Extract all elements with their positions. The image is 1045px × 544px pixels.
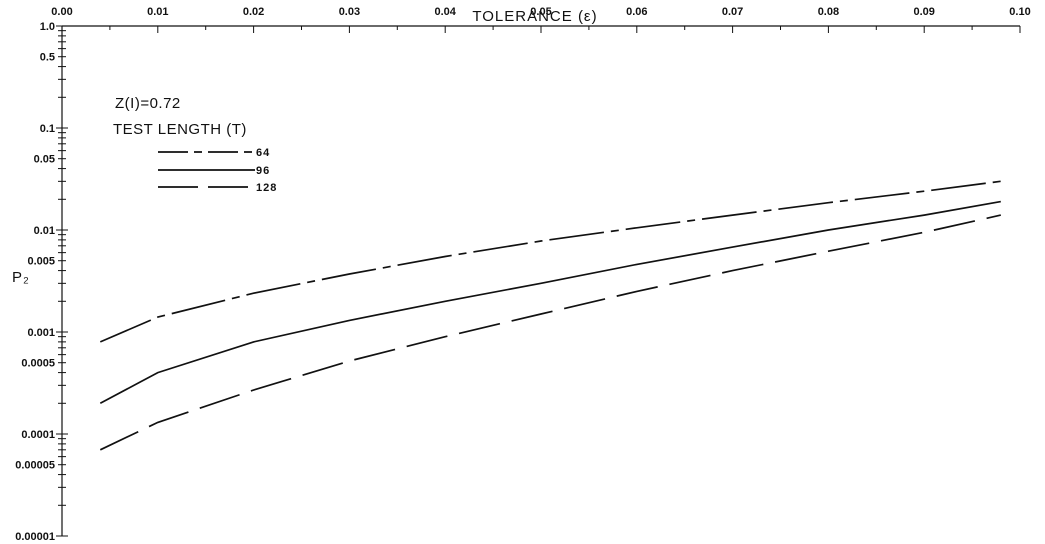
y-axis-title: P₂	[12, 269, 30, 286]
series-line-96	[99, 200, 1001, 405]
y-tick-label: 0.0005	[21, 358, 55, 370]
y-tick-label: 0.00005	[15, 460, 55, 472]
x-axis-ticks: 0.00 0.01 0.02 0.03 0.04 0.05 0.06 0.07 0.08 0.09…	[51, 6, 1031, 33]
series-line-64	[99, 180, 1001, 343]
x-tick-label: 0.05	[530, 6, 551, 18]
x-tick-label: 0.00	[51, 6, 72, 18]
x-tick-label: 0.03	[339, 6, 360, 18]
y-tick-label: 0.1	[40, 123, 55, 135]
y-tick-label: 0.01	[34, 225, 55, 237]
legend-label-64: 64	[256, 147, 270, 159]
x-tick-label: 0.04	[434, 6, 456, 18]
annotation-z: Z(I)=0.72	[115, 95, 181, 112]
x-axis-title: TOLERANCE (ε)	[472, 8, 597, 25]
x-tick-label: 0.06	[626, 6, 647, 18]
x-tick-label: 0.08	[818, 6, 839, 18]
x-tick-label: 0.02	[243, 6, 264, 18]
x-tick-label: 0.09	[913, 6, 934, 18]
series-group	[99, 180, 1001, 451]
legend: 64 96 128	[158, 147, 277, 194]
y-tick-label: 0.0001	[21, 429, 55, 441]
y-tick-label: 0.005	[27, 256, 55, 268]
y-tick-label: 0.001	[27, 327, 55, 339]
y-tick-label: 1.0	[40, 21, 55, 33]
y-tick-label: 0.5	[40, 52, 55, 64]
x-tick-label: 0.10	[1009, 6, 1030, 18]
x-tick-label: 0.01	[147, 6, 168, 18]
y-tick-label: 0.05	[34, 154, 55, 166]
series-line-128	[99, 214, 1001, 451]
x-tick-label: 0.07	[722, 6, 743, 18]
y-axis-ticks: 1.0 0.5 0.1 0.05 0.01 0.005 0.001 0.0005 0.0001 0…	[15, 21, 68, 543]
legend-label-128: 128	[256, 182, 277, 194]
y-tick-label: 0.00001	[15, 531, 55, 543]
legend-label-96: 96	[256, 165, 270, 177]
annotation-test-length: TEST LENGTH (T)	[113, 121, 247, 138]
